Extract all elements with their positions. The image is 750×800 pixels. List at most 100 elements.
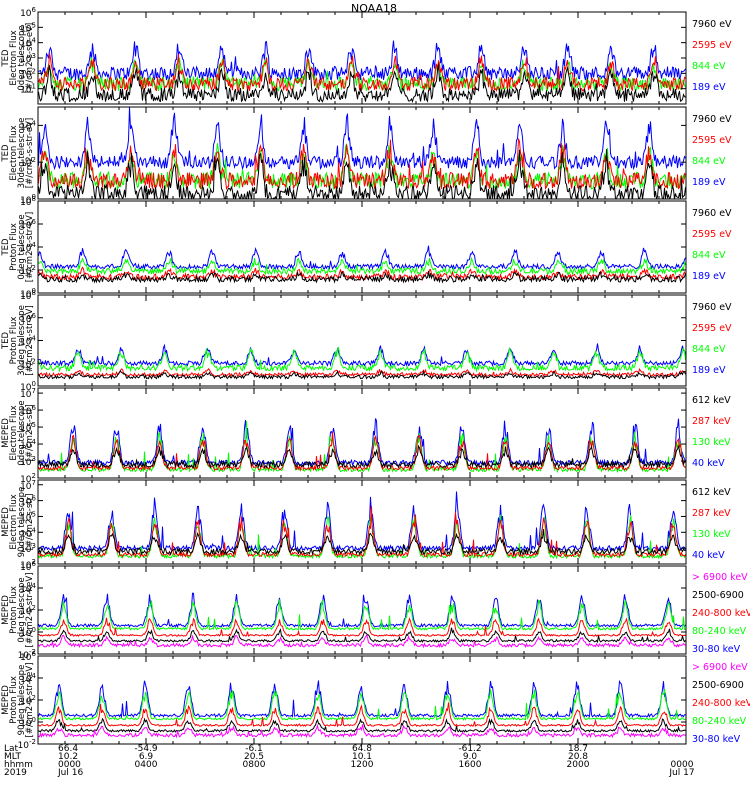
series-line [38, 444, 686, 470]
legend-entry: 189 eV [692, 82, 726, 93]
y-tick-label: 104 [20, 241, 36, 254]
series-line [38, 369, 686, 381]
panel-3-plot-area [38, 245, 686, 284]
ylabel-line: [#/cm2-s-str-keV] [25, 663, 35, 738]
series-2500-6900 [38, 627, 686, 644]
y-tick-label: 100 [20, 380, 36, 393]
series-line [38, 107, 686, 171]
y-tick-label: 106 [20, 560, 36, 573]
y-tick-label: 100 [20, 716, 36, 729]
series-2595-ev [38, 367, 686, 378]
legend-entry: > 6900 keV [692, 572, 748, 583]
y-tick-label: 105 [20, 510, 36, 523]
ylabel-line: TED [1, 144, 11, 163]
series-2595-ev [38, 53, 686, 93]
y-tick-label: 102 [20, 694, 36, 707]
xaxis-tick-label: 0000 [58, 760, 81, 770]
legend-entry: 612 keV [692, 487, 731, 498]
legend-entry: 844 eV [692, 344, 726, 355]
y-tick-label: 104 [20, 438, 36, 451]
y-tick-label: 100 [20, 193, 36, 206]
ylabel-line: 30deg telescope [17, 118, 27, 189]
ylabel-line: Proton Flux [9, 586, 19, 634]
legend-entry: 189 eV [692, 365, 726, 376]
xaxis-row-label: Lat [4, 744, 19, 754]
xaxis-tick-label: 0400 [135, 760, 158, 770]
y-tick-label: 101 [20, 83, 36, 96]
series-line [38, 346, 686, 373]
ylabel-line: 90deg telescope [17, 665, 27, 736]
y-tick-label: 102 [20, 472, 36, 485]
y-tick-label: 100 [20, 626, 36, 639]
legend-entry: 2595 eV [692, 40, 732, 51]
legend-entry: 30-80 keV [692, 644, 741, 655]
legend-entry: 40 keV [692, 458, 725, 469]
legend-entry: 2500-6900 [692, 680, 744, 691]
legend-entry: 612 keV [692, 395, 731, 406]
y-tick-label: 104 [20, 335, 36, 348]
y-tick-label: 102 [20, 67, 36, 80]
xaxis-tick-label: 0000 [671, 760, 694, 770]
series-line [38, 702, 686, 728]
ylabel-line: TED [1, 49, 11, 68]
series-2595-ev [38, 138, 686, 191]
series-line [38, 634, 686, 649]
series--6900-kev [38, 634, 686, 649]
y-tick-label: 103 [20, 52, 36, 65]
legend-entry: 130 keV [692, 529, 731, 540]
legend-entry: 2595 eV [692, 135, 732, 146]
xaxis-tick-label: 10.1 [352, 752, 372, 762]
series-line [38, 432, 686, 472]
y-tick-label: 102 [20, 558, 36, 571]
series-240-800-kev [38, 702, 686, 728]
series-line [38, 679, 686, 719]
series-7960-ev [38, 63, 686, 104]
xaxis-tick-label: 20.5 [244, 752, 264, 762]
series-287-kev [38, 505, 686, 558]
ylabel-line: 0deg telescope [17, 400, 27, 465]
y-tick-label: 108 [20, 289, 36, 302]
xaxis-tick-label: 66.4 [58, 744, 78, 754]
xaxis-tick-label: 0800 [243, 760, 266, 770]
legend-entry: 189 eV [692, 177, 726, 188]
series-line [38, 343, 686, 368]
series-line [38, 63, 686, 104]
y-tick-label: 106 [20, 218, 36, 231]
xaxis-row-label: MLT [4, 752, 22, 762]
y-tick-label: 104 [20, 119, 36, 132]
series-240-800-kev [38, 617, 686, 637]
y-tick-label: 107 [20, 387, 36, 400]
series-80-240-kev [38, 599, 686, 631]
series-189-ev [38, 343, 686, 368]
y-tick-label: 102 [20, 357, 36, 370]
ylabel-line: MEPED [1, 507, 11, 537]
panel-8-plot-area [38, 679, 686, 739]
y-tick-label: 106 [20, 312, 36, 325]
ylabel-line: [#/cm2-s-str-eV] [25, 305, 35, 375]
xaxis-tick-label: Jul 17 [668, 768, 694, 778]
ylabel-line: Proton Flux [9, 676, 19, 724]
series-2500-6900 [38, 717, 686, 733]
legend-entry: 287 keV [692, 416, 731, 427]
series-7960-ev [38, 369, 686, 381]
series-line [38, 40, 686, 82]
y-tick-label: 104 [20, 672, 36, 685]
y-tick-label: 106 [20, 495, 36, 508]
panel-5-plot-area [38, 418, 686, 474]
ylabel-line: MEPED [1, 418, 11, 448]
series-30-80-kev [38, 592, 686, 629]
series-line [38, 367, 686, 378]
legend-entry: 844 eV [692, 250, 726, 261]
series-612-kev [38, 529, 686, 556]
series-line [38, 627, 686, 644]
legend-entry: 2595 eV [692, 323, 732, 334]
